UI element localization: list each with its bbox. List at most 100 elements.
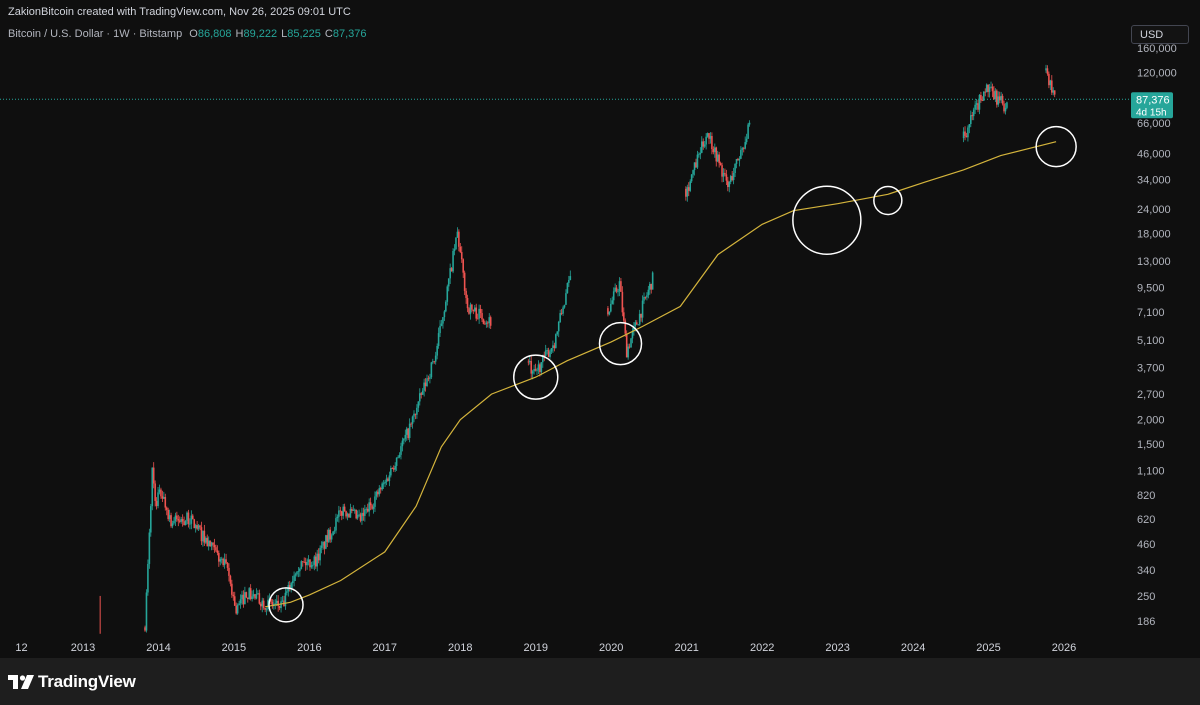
candle xyxy=(394,462,396,473)
candle xyxy=(333,526,336,535)
tradingview-logo[interactable]: TradingView xyxy=(8,671,136,693)
candle xyxy=(708,132,710,145)
candle xyxy=(468,307,470,315)
candle xyxy=(236,603,239,615)
candle xyxy=(278,605,281,611)
candle xyxy=(397,455,399,459)
candle xyxy=(489,315,492,330)
y-tick-label: 460 xyxy=(1137,539,1155,551)
candle xyxy=(569,270,572,281)
candle xyxy=(424,378,427,392)
candle xyxy=(562,305,564,316)
candle xyxy=(189,518,191,530)
candle xyxy=(219,557,222,566)
price-chart[interactable]: 160,000 120,000 66,000 46,000 34,000 24,000 18… xyxy=(0,0,1200,658)
candle xyxy=(199,524,201,531)
candle xyxy=(469,302,472,320)
candle xyxy=(544,344,547,357)
candle xyxy=(382,480,385,490)
y-tick-label: 160,000 xyxy=(1137,43,1177,55)
candle xyxy=(478,304,480,324)
candle xyxy=(475,303,478,322)
candle xyxy=(291,575,294,589)
candle xyxy=(155,497,158,510)
candle xyxy=(374,491,376,512)
candle xyxy=(640,313,642,322)
candle xyxy=(168,509,171,523)
currency-selector[interactable]: USD xyxy=(1131,25,1189,44)
candle xyxy=(740,146,742,160)
candle xyxy=(355,509,357,520)
candle xyxy=(433,360,436,364)
candle xyxy=(218,550,220,567)
candle xyxy=(456,227,459,238)
candle xyxy=(1045,64,1047,73)
symbol-legend: Bitcoin / U.S. Dollar · 1W · Bitstamp O8… xyxy=(8,28,367,40)
candle xyxy=(157,486,159,509)
candle xyxy=(245,591,248,599)
tradingview-brand-text: TradingView xyxy=(38,672,136,691)
candle xyxy=(261,597,264,613)
candle xyxy=(719,161,722,166)
candle xyxy=(487,321,489,328)
candle xyxy=(241,590,243,605)
y-tick-label: 1,500 xyxy=(1137,439,1165,451)
candle xyxy=(226,562,229,571)
candle xyxy=(215,544,217,552)
x-tick-label: 2018 xyxy=(448,642,472,654)
candle xyxy=(327,528,330,544)
candle xyxy=(332,531,334,536)
candle xyxy=(633,322,635,336)
candle xyxy=(207,536,210,551)
candle xyxy=(317,548,320,564)
x-tick-label: 2026 xyxy=(1052,642,1076,654)
candle xyxy=(342,504,344,520)
candle xyxy=(722,168,725,183)
candle xyxy=(405,426,408,441)
candle xyxy=(418,388,421,406)
candle xyxy=(709,132,712,144)
candle xyxy=(381,481,383,491)
candle xyxy=(338,505,340,523)
candle xyxy=(485,320,488,328)
candle xyxy=(453,244,456,256)
candle xyxy=(361,507,363,525)
candle xyxy=(644,296,647,300)
candle xyxy=(365,507,368,514)
candle xyxy=(306,558,308,570)
candle xyxy=(316,549,319,572)
candle xyxy=(964,126,966,141)
candle xyxy=(648,281,651,295)
candle xyxy=(233,591,236,606)
candle xyxy=(553,342,556,352)
candle xyxy=(699,147,702,160)
candle xyxy=(184,519,187,526)
candle xyxy=(294,572,297,582)
candle xyxy=(552,340,554,353)
candle xyxy=(472,309,475,315)
y-tick-label: 2,700 xyxy=(1137,389,1165,401)
candle xyxy=(965,132,968,138)
candle xyxy=(549,349,551,359)
candle xyxy=(732,167,735,185)
x-tick-label: 2019 xyxy=(524,642,548,654)
highlight-circle xyxy=(268,587,304,623)
candle xyxy=(288,580,291,592)
candle xyxy=(972,107,975,121)
candle xyxy=(163,491,165,500)
candle xyxy=(336,514,339,522)
candle xyxy=(962,127,965,143)
candle xyxy=(530,355,533,378)
candle xyxy=(462,258,465,278)
candle xyxy=(440,319,443,327)
highlight-circle xyxy=(1035,125,1077,168)
candle xyxy=(993,86,995,101)
candle xyxy=(727,176,729,192)
candle xyxy=(1048,71,1050,89)
candle xyxy=(685,186,687,201)
candle xyxy=(446,284,449,306)
candle xyxy=(398,452,401,459)
y-tick-label: 3,700 xyxy=(1137,362,1165,374)
candle xyxy=(190,510,193,530)
candle xyxy=(408,418,411,443)
